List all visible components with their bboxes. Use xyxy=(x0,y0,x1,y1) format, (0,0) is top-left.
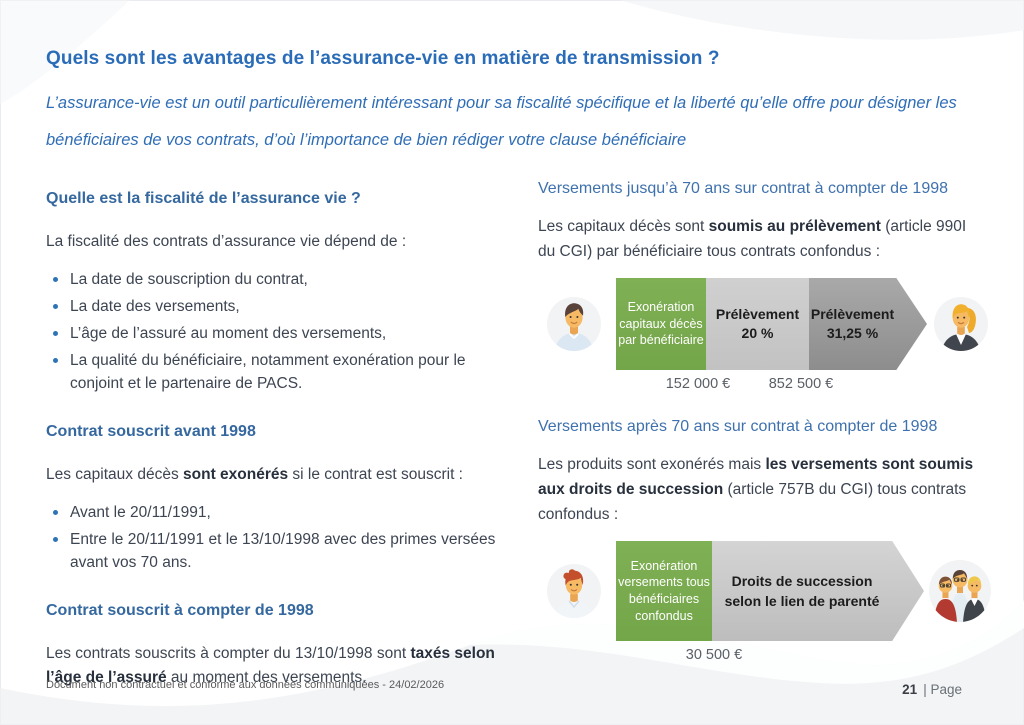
list-item: La date de souscription du contrat, xyxy=(46,268,496,291)
threshold-152000: 152 000 € xyxy=(665,376,731,392)
exoneration-green-box: Exonération capitaux décès par bénéficia… xyxy=(616,278,706,370)
versements-apres-70-text: Les produits sont exonérés mais les vers… xyxy=(538,456,974,523)
page-subtitle: L’assurance-vie est un outil particulièr… xyxy=(46,94,957,149)
prelevement-20-step: Prélèvement 20 % xyxy=(706,278,809,370)
subheading-versements-apres-70: Versements après 70 ans sur contrat à co… xyxy=(538,418,938,435)
page-number: 21 xyxy=(902,682,918,697)
versements-avant-70-text: Les capitaux décès sont soumis au prélèv… xyxy=(538,218,967,260)
threshold-30500: 30 500 € xyxy=(685,647,743,663)
avant-1998-conditions-list: Avant le 20/11/1991, Entre le 20/11/1991… xyxy=(46,501,496,574)
list-item: L’âge de l’assuré au moment des versemen… xyxy=(46,322,496,345)
page-label: | Page xyxy=(923,682,962,697)
list-item: Avant le 20/11/1991, xyxy=(46,501,496,524)
list-item: Entre le 20/11/1991 et le 13/10/1998 ave… xyxy=(46,528,496,574)
beneficiary-woman-avatar-icon xyxy=(933,296,989,352)
fiscalite-intro: La fiscalité des contrats d’assurance vi… xyxy=(46,233,407,250)
insured-woman-avatar-icon xyxy=(546,563,602,619)
compter-1998-text: Les contrats souscrits à compter du 13/1… xyxy=(46,645,495,686)
page-title: Quels sont les avantages de l’assurance-… xyxy=(46,48,720,69)
list-item: La date des versements, xyxy=(46,295,496,318)
threshold-852500: 852 500 € xyxy=(768,376,834,392)
right-column: Versements jusqu’à 70 ans sur contrat à … xyxy=(538,178,991,690)
succession-diagram: Exonération versements tous bénéficiaire… xyxy=(538,541,991,671)
heirs-family-avatar-icon xyxy=(928,559,992,623)
list-item: La qualité du bénéficiaire, notamment ex… xyxy=(46,349,496,395)
prelevement-diagram: Exonération capitaux décès par bénéficia… xyxy=(538,278,989,400)
subheading-versements-avant-70: Versements jusqu’à 70 ans sur contrat à … xyxy=(538,180,949,197)
page-header: Quels sont les avantages de l’assurance-… xyxy=(46,48,981,159)
content-columns: Quelle est la fiscalité de l’assurance v… xyxy=(46,178,991,690)
insured-man-avatar-icon xyxy=(546,296,602,352)
footer-disclaimer: Document non contractuel et conforme aux… xyxy=(46,679,445,691)
fiscalite-criteria-list: La date de souscription du contrat, La d… xyxy=(46,268,496,395)
exoneration-versements-green-box: Exonération versements tous bénéficiaire… xyxy=(616,541,712,641)
avant-1998-intro: Les capitaux décès sont exonérés si le c… xyxy=(46,466,463,483)
prelevement-31-arrow: Prélèvement 31,25 % xyxy=(809,278,927,370)
threshold-amounts: 30 500 € xyxy=(538,647,986,671)
section-heading-avant-1998: Contrat souscrit avant 1998 xyxy=(46,423,256,440)
droits-succession-arrow: Droits de succession selon le lien de pa… xyxy=(712,541,924,641)
threshold-amounts: 152 000 € 852 500 € xyxy=(538,376,986,400)
section-heading-compter-1998: Contrat souscrit à compter de 1998 xyxy=(46,602,314,619)
footer-page-indicator: 21 | Page xyxy=(902,682,962,697)
left-column: Quelle est la fiscalité de l’assurance v… xyxy=(46,178,496,690)
section-heading-fiscalite: Quelle est la fiscalité de l’assurance v… xyxy=(46,190,361,207)
